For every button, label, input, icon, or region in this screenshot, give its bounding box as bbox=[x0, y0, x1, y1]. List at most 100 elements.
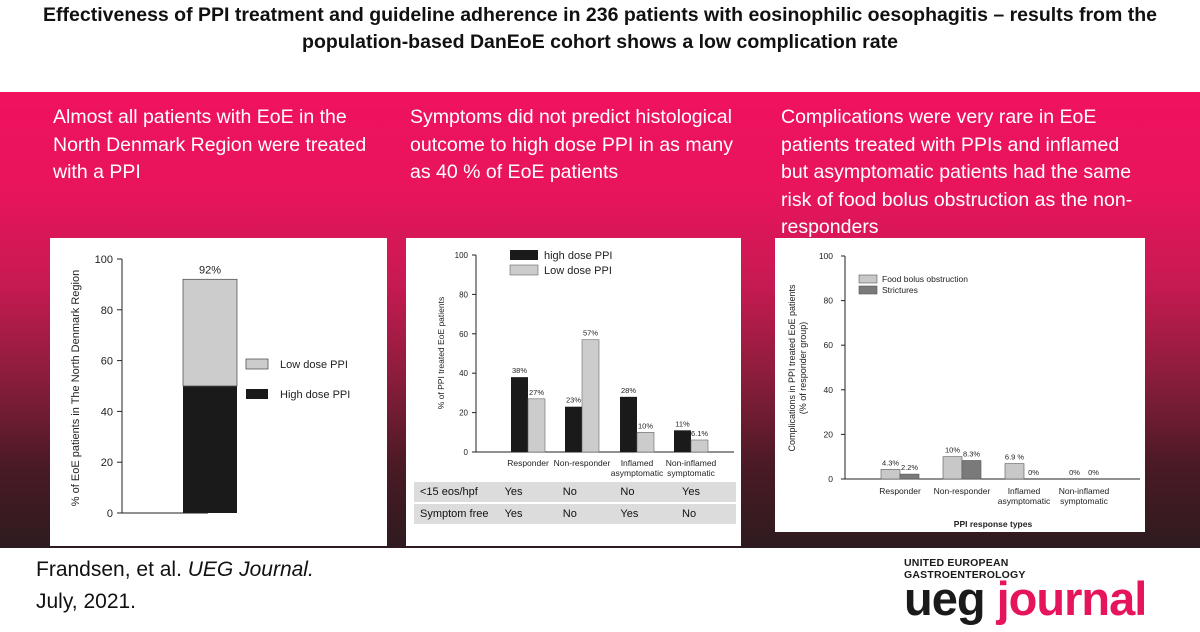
chart-panel-response: 0 20 40 60 80 100 38% 23% 28% 11% 27% 57% 10% 6.1% Res… bbox=[406, 238, 741, 546]
ppi-distribution-chart: 0 20 40 60 80 100 92% Low dose PPI High dose PPI… bbox=[70, 254, 350, 520]
y-tick-label: 20 bbox=[101, 457, 113, 469]
bar-value-label: 57% bbox=[583, 329, 598, 338]
logo-word-ueg: ueg bbox=[904, 572, 986, 625]
citation-line-1: Frandsen, et al. UEG Journal. bbox=[36, 554, 314, 586]
bar-low-dose bbox=[182, 278, 238, 387]
y-tick-label: 100 bbox=[95, 254, 113, 266]
bar-value-label: 6.9 % bbox=[1005, 453, 1025, 462]
ueg-logo-text: UNITED EUROPEAN GASTROENTEROLOGY bbox=[904, 557, 1026, 581]
table-cell: No bbox=[614, 482, 677, 504]
legend-swatch-low-dose bbox=[245, 358, 269, 370]
x-tick-label: Non-responder bbox=[554, 458, 611, 468]
x-tick-label: Non-inflamed bbox=[666, 458, 717, 468]
y-axis-label: Complications in PPI treated EoE patient… bbox=[787, 284, 797, 452]
caption-left-line: North Denmark Region were treated bbox=[53, 133, 367, 156]
x-tick-label: Non-inflamed bbox=[1059, 486, 1110, 496]
x-tick-label: asymptomatic bbox=[998, 496, 1051, 506]
x-tick-label: Responder bbox=[879, 486, 921, 496]
bar-value-label: 0% bbox=[1028, 468, 1039, 477]
ueg-journal-logo: ueg journal bbox=[904, 572, 1147, 626]
caption-middle-line: Symptoms did not predict histological bbox=[410, 106, 732, 128]
bar-high-dose bbox=[565, 406, 582, 452]
caption-left-line: with a PPI bbox=[53, 161, 141, 183]
table-row: <15 eos/hpf Yes No No Yes bbox=[414, 482, 736, 504]
y-tick-label: 20 bbox=[824, 429, 834, 439]
bar-value-label: 38% bbox=[512, 366, 527, 375]
legend-swatch-strictures bbox=[858, 285, 878, 295]
bar-value-label: 6.1% bbox=[691, 429, 708, 438]
logo-line-1: UNITED EUROPEAN bbox=[904, 557, 1009, 569]
bar-high-dose bbox=[183, 386, 237, 513]
y-tick-label: 0 bbox=[464, 448, 469, 457]
bar-value-label: 4.3% bbox=[882, 458, 899, 467]
x-axis-label: PPI response types bbox=[954, 519, 1033, 529]
bar-high-dose bbox=[511, 377, 528, 452]
bar-value-label: 0% bbox=[1069, 468, 1080, 477]
bar-value-label: 28% bbox=[621, 386, 636, 395]
bar-value-label: 11% bbox=[675, 419, 690, 428]
citation-date: July, 2021. bbox=[36, 590, 137, 613]
title-line-2: population-based DanEoE cohort shows a l… bbox=[302, 31, 898, 53]
y-tick-label: 80 bbox=[459, 290, 468, 299]
bar-low-dose bbox=[690, 439, 709, 453]
y-tick-label: 0 bbox=[107, 508, 113, 520]
y-tick-label: 60 bbox=[101, 356, 113, 368]
bar-high-dose bbox=[674, 430, 691, 452]
y-axis-label: % of PPI treated EoE patients bbox=[436, 297, 446, 409]
x-tick-label: symptomatic bbox=[1060, 496, 1108, 506]
caption-right-line: responders bbox=[781, 216, 879, 238]
bar-low-dose bbox=[581, 339, 600, 453]
bar-food-bolus bbox=[942, 456, 963, 480]
bar-food-bolus bbox=[1004, 463, 1025, 480]
title-line-1: Effectiveness of PPI treatment and guide… bbox=[43, 4, 1157, 26]
bar-high-dose bbox=[620, 396, 637, 452]
caption-middle-line: outcome to high dose PPI in as many bbox=[410, 133, 734, 156]
caption-left: Almost all patients with EoE in the Nort… bbox=[53, 104, 398, 187]
legend-swatch-high-dose bbox=[246, 389, 268, 399]
table-cell: No bbox=[676, 503, 736, 526]
bar-value-label: 2.2% bbox=[901, 463, 918, 472]
citation: Frandsen, et al. UEG Journal. July, 2021… bbox=[36, 554, 314, 618]
table-cell: No bbox=[556, 482, 615, 504]
legend-label-low-dose: Low dose PPI bbox=[280, 359, 348, 371]
y-tick-label: 40 bbox=[101, 406, 113, 418]
y-tick-label: 100 bbox=[819, 251, 833, 261]
y-tick-label: 0 bbox=[828, 474, 833, 484]
table-cell: Yes bbox=[498, 482, 557, 504]
caption-left-line: Almost all patients with EoE in the bbox=[53, 106, 347, 128]
page-title: Effectiveness of PPI treatment and guide… bbox=[0, 2, 1200, 56]
y-tick-label: 40 bbox=[459, 369, 468, 378]
bar-strictures bbox=[899, 473, 920, 480]
table-cell: No bbox=[556, 503, 615, 526]
y-tick-label: 60 bbox=[459, 330, 468, 339]
table-row-label: Symptom free bbox=[414, 503, 499, 526]
caption-right-line: Complications were very rare in EoE bbox=[781, 106, 1097, 128]
table-cell: Yes bbox=[676, 482, 736, 504]
x-tick-label: Non-responder bbox=[934, 486, 991, 496]
y-tick-label: 60 bbox=[824, 340, 834, 350]
y-axis-label: % of EoE patients in The North Denmark R… bbox=[70, 270, 82, 506]
caption-right-line: risk of food bolus obstruction as the no… bbox=[781, 188, 1133, 211]
caption-right: Complications were very rare in EoE pati… bbox=[781, 104, 1191, 242]
table-cell: Yes bbox=[498, 503, 557, 526]
legend-label-food-bolus: Food bolus obstruction bbox=[882, 274, 968, 284]
caption-middle: Symptoms did not predict histological ou… bbox=[410, 104, 770, 187]
response-table: <15 eos/hpf Yes No No Yes Symptom free Yes No Ye… bbox=[414, 482, 736, 526]
legend-swatch-food-bolus bbox=[858, 274, 878, 284]
legend-swatch-low-dose bbox=[509, 264, 539, 276]
ppi-response-chart: 0 20 40 60 80 100 38% 23% 28% 11% 27% 57% 10% 6.1% Res… bbox=[436, 250, 734, 478]
table-row: Symptom free Yes No Yes No bbox=[414, 503, 736, 526]
bar-total-label: 92% bbox=[199, 264, 221, 276]
y-tick-label: 80 bbox=[101, 305, 113, 317]
y-tick-label: 80 bbox=[824, 296, 834, 306]
caption-right-line: patients treated with PPIs and inflamed bbox=[781, 133, 1120, 156]
legend-label-high-dose: High dose PPI bbox=[280, 389, 350, 401]
y-tick-label: 20 bbox=[459, 409, 468, 418]
table-row-label: <15 eos/hpf bbox=[414, 482, 499, 504]
chart-panel-complications: 0 20 40 60 80 100 4.3% 10% 6.9 % 0% 2.2% 8.3% 0% 0% Re… bbox=[775, 238, 1145, 532]
legend-label-strictures: Strictures bbox=[882, 285, 918, 295]
bar-value-label: 27% bbox=[529, 388, 544, 397]
x-tick-label: Inflamed bbox=[1008, 486, 1041, 496]
bar-food-bolus bbox=[880, 469, 901, 480]
